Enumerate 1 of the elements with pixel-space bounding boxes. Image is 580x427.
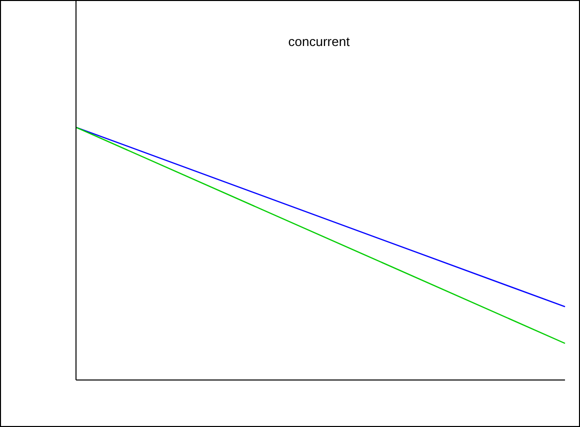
chart-title: concurrent: [288, 34, 350, 49]
